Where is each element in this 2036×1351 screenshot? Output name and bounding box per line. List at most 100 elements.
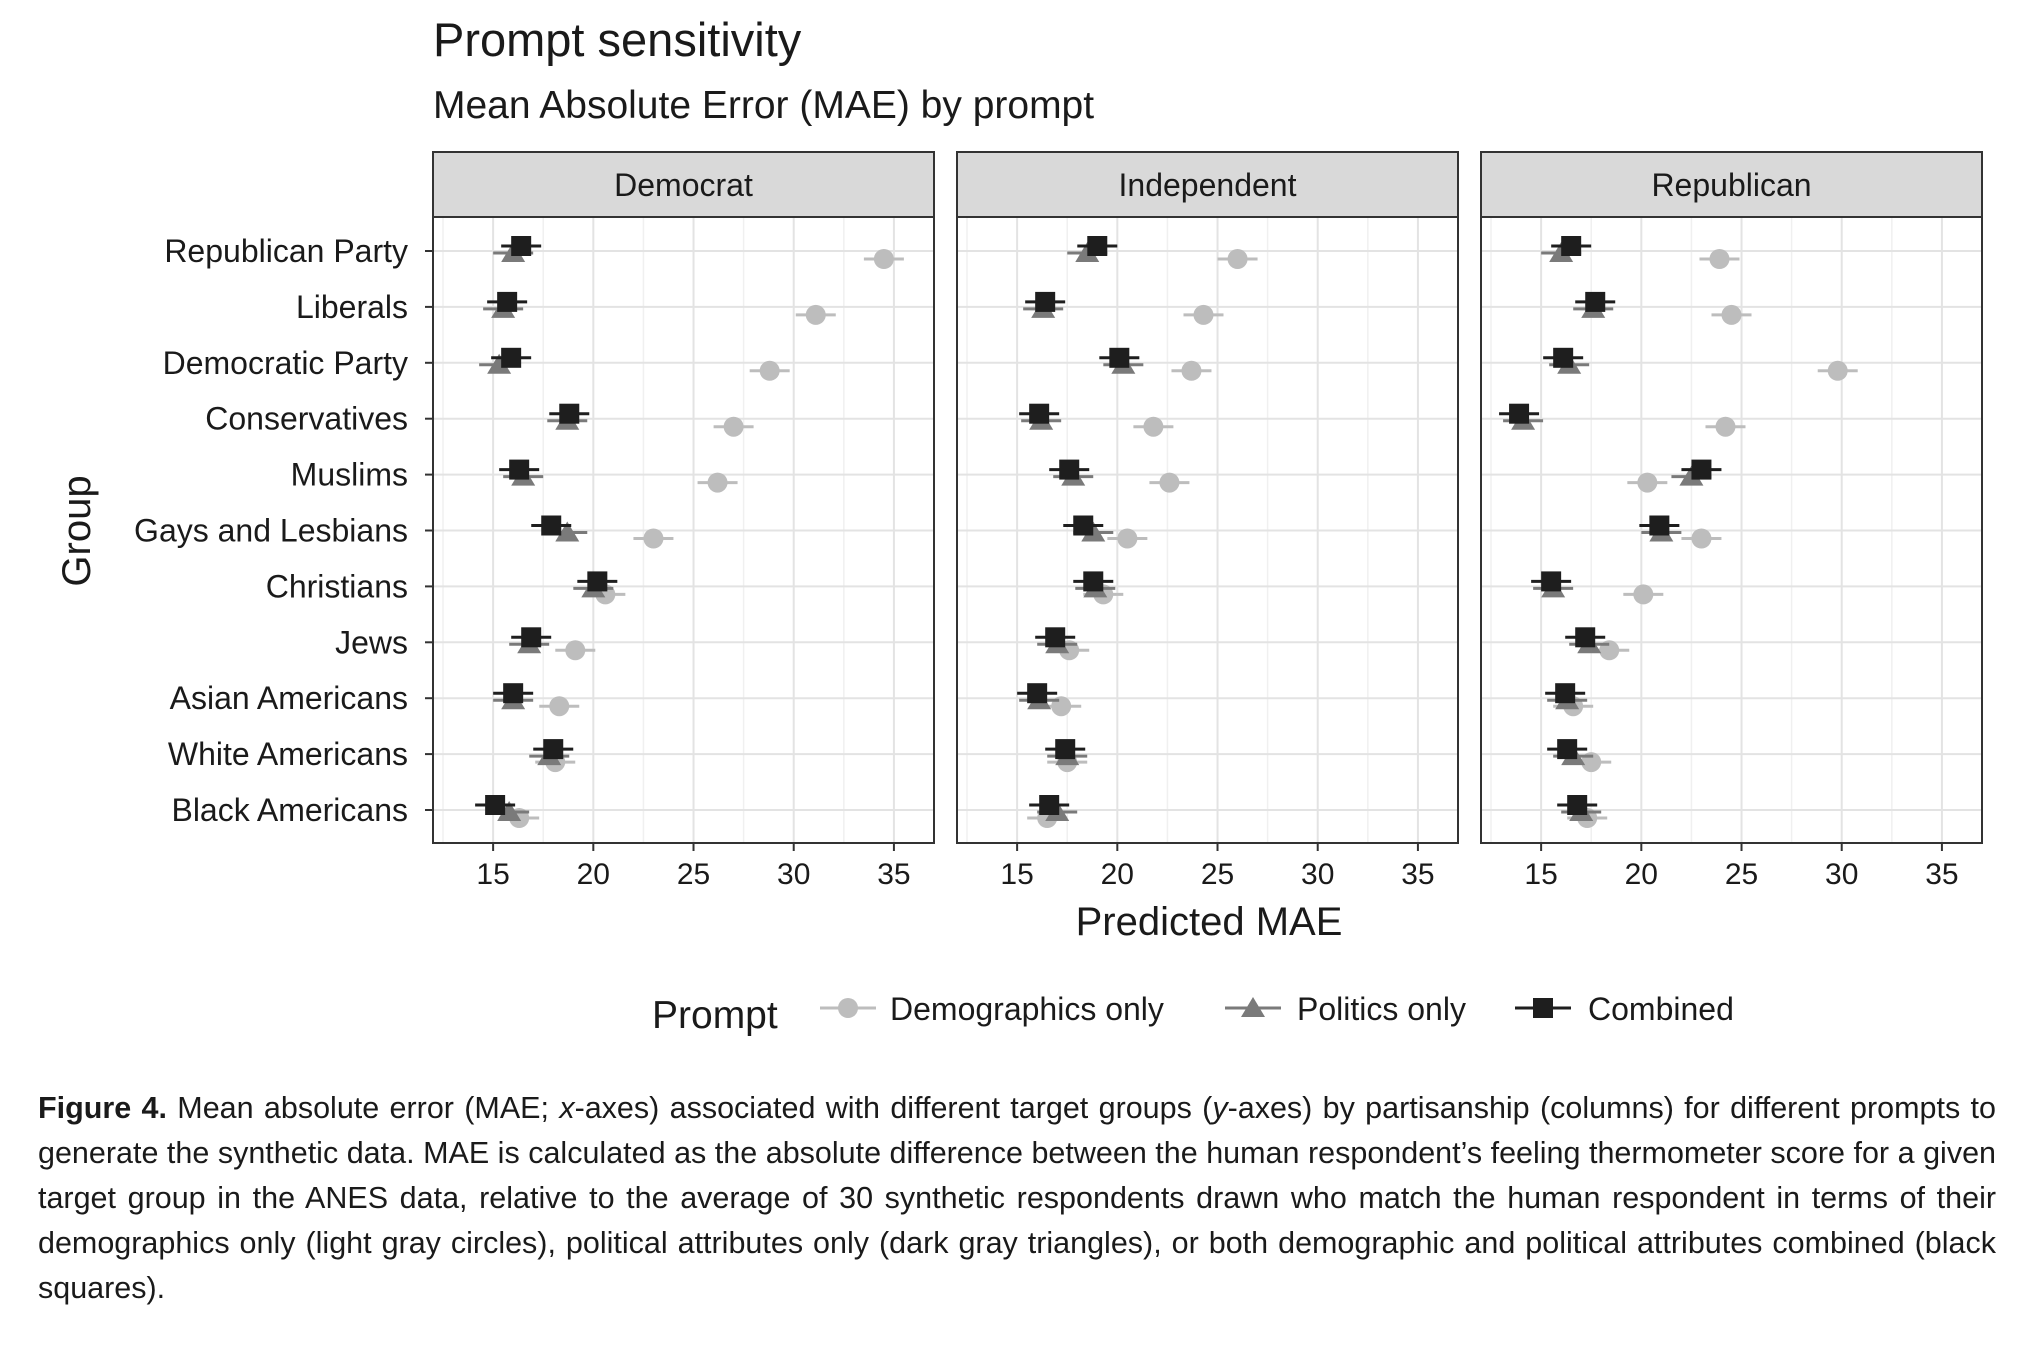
caption-label: Figure 4. — [38, 1091, 167, 1125]
point-demographics-only-asian-americans — [549, 696, 570, 717]
panel-border — [1480, 216, 1983, 844]
point-combined-conservatives — [1029, 403, 1050, 424]
chart-subtitle: Mean Absolute Error (MAE) by prompt — [433, 84, 1094, 127]
point-combined-democratic-party — [1553, 347, 1574, 368]
point-combined-jews — [1575, 627, 1596, 648]
x-tick-label: 20 — [1625, 858, 1658, 891]
point-politics-only-democratic-party — [487, 353, 512, 374]
legend-item-combined: Combined — [1515, 991, 1734, 1027]
legend: Prompt Demographics only Politics only Com… — [652, 991, 1734, 1037]
legend-label: Politics only — [1297, 991, 1466, 1027]
point-combined-democratic-party — [501, 347, 522, 368]
point-combined-black-americans — [1567, 795, 1588, 815]
series-combined — [475, 236, 618, 815]
point-demographics-only-democratic-party — [759, 360, 780, 381]
panel-border — [956, 216, 1459, 844]
point-combined-republican-party — [1561, 236, 1582, 256]
point-combined-white-americans — [1557, 739, 1578, 760]
x-tick-label: 15 — [476, 858, 509, 891]
point-combined-christians — [587, 571, 608, 592]
y-tick-label-christians: Christians — [266, 568, 408, 604]
point-politics-only-muslims — [1679, 465, 1704, 486]
point-combined-black-americans — [1039, 795, 1060, 815]
point-combined-muslims — [509, 459, 530, 480]
point-combined-asian-americans — [1555, 683, 1576, 704]
point-combined-conservatives — [1509, 403, 1530, 424]
point-demographics-only-muslims — [1159, 472, 1180, 493]
point-politics-only-republican-party — [1075, 242, 1100, 262]
point-demographics-only-jews — [565, 640, 586, 661]
point-combined-republican-party — [511, 236, 532, 256]
x-tick-label: 15 — [1524, 858, 1557, 891]
x-tick-label: 25 — [677, 858, 710, 891]
point-demographics-only-republican-party — [1709, 249, 1730, 269]
caption-text-4: -axes) by partisanship (columns) for dif… — [38, 1091, 1996, 1305]
x-tick-label: 20 — [1101, 858, 1134, 891]
point-combined-democratic-party — [1109, 347, 1130, 368]
y-tick-label-black-americans: Black Americans — [171, 792, 408, 828]
figure-caption: Figure 4. Mean absolute error (MAE; x-ax… — [38, 1086, 1996, 1311]
y-tick-labels: Republican Party Liberals Democratic Party… — [134, 233, 433, 828]
x-tick-label: 25 — [1201, 858, 1234, 891]
y-tick-label-conservatives: Conservatives — [205, 401, 408, 437]
caption-text-2: -axes) associated with different target … — [574, 1091, 1213, 1125]
y-tick-label-white-americans: White Americans — [168, 736, 408, 772]
point-politics-only-gays-and-lesbians — [1081, 521, 1106, 542]
caption-text-3: y — [1212, 1091, 1228, 1125]
point-combined-gays-and-lesbians — [1649, 515, 1670, 536]
point-combined-gays-and-lesbians — [1073, 515, 1094, 536]
point-demographics-only-conservatives — [1143, 416, 1164, 437]
x-tick-label: 30 — [777, 858, 810, 891]
panel-republican: Republican 15 20 25 30 35 — [1480, 151, 1983, 891]
x-tick-label: 35 — [877, 858, 910, 891]
x-tick-label: 30 — [1301, 858, 1334, 891]
point-demographics-only-christians — [1633, 584, 1654, 605]
series-combined — [1499, 236, 1722, 815]
point-politics-only-republican-party — [1549, 242, 1574, 262]
point-combined-gays-and-lesbians — [541, 515, 562, 536]
y-tick-label-jews: Jews — [335, 624, 408, 660]
panel-independent: Independent 15 20 25 30 35 — [956, 151, 1459, 891]
point-combined-asian-americans — [1027, 683, 1048, 704]
point-demographics-only-liberals — [805, 304, 826, 325]
caption-text-1: x — [559, 1091, 575, 1125]
point-demographics-only-liberals — [1721, 304, 1742, 325]
point-combined-liberals — [1035, 291, 1056, 312]
panel-democrat: Democrat 15 20 25 30 35 — [432, 151, 935, 891]
point-combined-republican-party — [1087, 236, 1108, 256]
point-demographics-only-conservatives — [1715, 416, 1736, 437]
chart-title: Prompt sensitivity — [433, 13, 802, 66]
point-demographics-only-gays-and-lesbians — [1691, 528, 1712, 549]
point-combined-white-americans — [1055, 739, 1076, 760]
y-tick-label-muslims: Muslims — [291, 457, 408, 493]
point-combined-liberals — [497, 291, 518, 312]
point-combined-jews — [521, 627, 542, 648]
point-demographics-only-liberals — [1193, 304, 1214, 325]
point-combined-christians — [1541, 571, 1562, 592]
x-axis-label: Predicted MAE — [1076, 900, 1343, 944]
legend-label: Combined — [1588, 991, 1734, 1027]
legend-key-circle — [838, 998, 858, 1018]
point-combined-christians — [1083, 571, 1104, 592]
x-tick-label: 35 — [1925, 858, 1958, 891]
legend-key-triangle — [1241, 997, 1265, 1017]
point-demographics-only-muslims — [1637, 472, 1658, 493]
x-tick-label: 20 — [577, 858, 610, 891]
caption-text-0: Mean absolute error (MAE; — [166, 1091, 560, 1125]
legend-label: Demographics only — [890, 991, 1164, 1027]
x-tick-label: 30 — [1825, 858, 1858, 891]
point-combined-muslims — [1691, 459, 1712, 480]
point-demographics-only-republican-party — [873, 249, 894, 269]
point-combined-muslims — [1059, 459, 1080, 480]
legend-item-politics-only: Politics only — [1225, 991, 1466, 1027]
strip-label: Independent — [1119, 167, 1297, 203]
y-tick-label-liberals: Liberals — [296, 289, 408, 325]
point-demographics-only-muslims — [707, 472, 728, 493]
point-demographics-only-gays-and-lesbians — [643, 528, 664, 549]
point-demographics-only-conservatives — [723, 416, 744, 437]
point-demographics-only-gays-and-lesbians — [1117, 528, 1138, 549]
series-combined — [1017, 236, 1140, 815]
y-tick-label-republican-party: Republican Party — [164, 233, 408, 269]
